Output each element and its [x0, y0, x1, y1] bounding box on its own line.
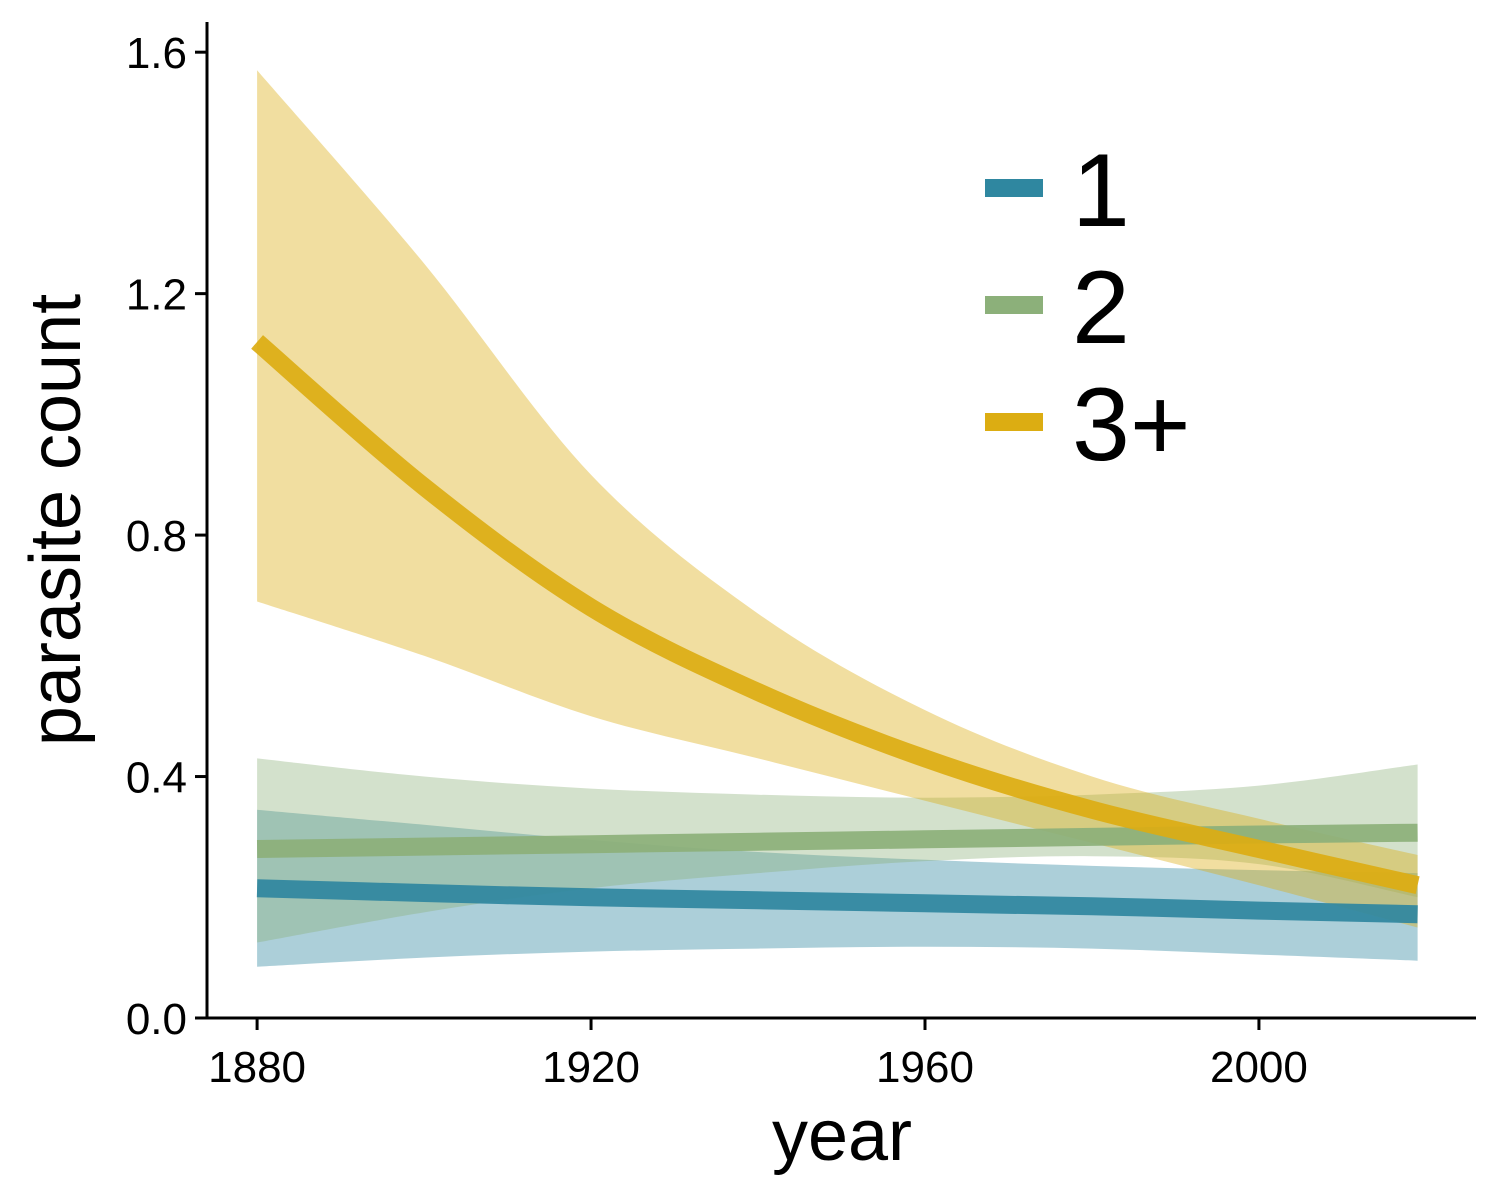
- y-tick-label: 0.4: [126, 754, 187, 803]
- series-line-2: [256, 823, 1418, 858]
- y-tick-label: 1.2: [126, 271, 187, 320]
- x-tick-label: 2000: [1210, 1043, 1308, 1092]
- legend: 123+: [985, 133, 1191, 483]
- legend-label-1: 1: [1072, 133, 1130, 249]
- y-axis-title: parasite count: [16, 294, 96, 746]
- confidence-band-series-2: [257, 758, 1418, 943]
- series-line-3+: [251, 335, 1420, 894]
- x-tick-label: 1920: [542, 1043, 640, 1092]
- x-tick-label: 1880: [208, 1043, 306, 1092]
- y-tick-label: 0.0: [126, 995, 187, 1044]
- legend-label-3+: 3+: [1072, 367, 1191, 483]
- series-lines: [251, 335, 1420, 924]
- x-axis-title: year: [772, 1096, 912, 1176]
- tick-labels: 1880 1920 1960 2000 0.0 0.4 0.8 1.2 1.6: [126, 29, 1308, 1092]
- axes: [205, 22, 1476, 1020]
- y-tick-label: 0.8: [126, 512, 187, 561]
- tick-marks: [195, 50, 1261, 1030]
- series-line-1: [256, 879, 1418, 924]
- x-tick-label: 1960: [876, 1043, 974, 1092]
- legend-label-2: 2: [1072, 250, 1130, 366]
- y-tick-label: 1.6: [126, 29, 187, 78]
